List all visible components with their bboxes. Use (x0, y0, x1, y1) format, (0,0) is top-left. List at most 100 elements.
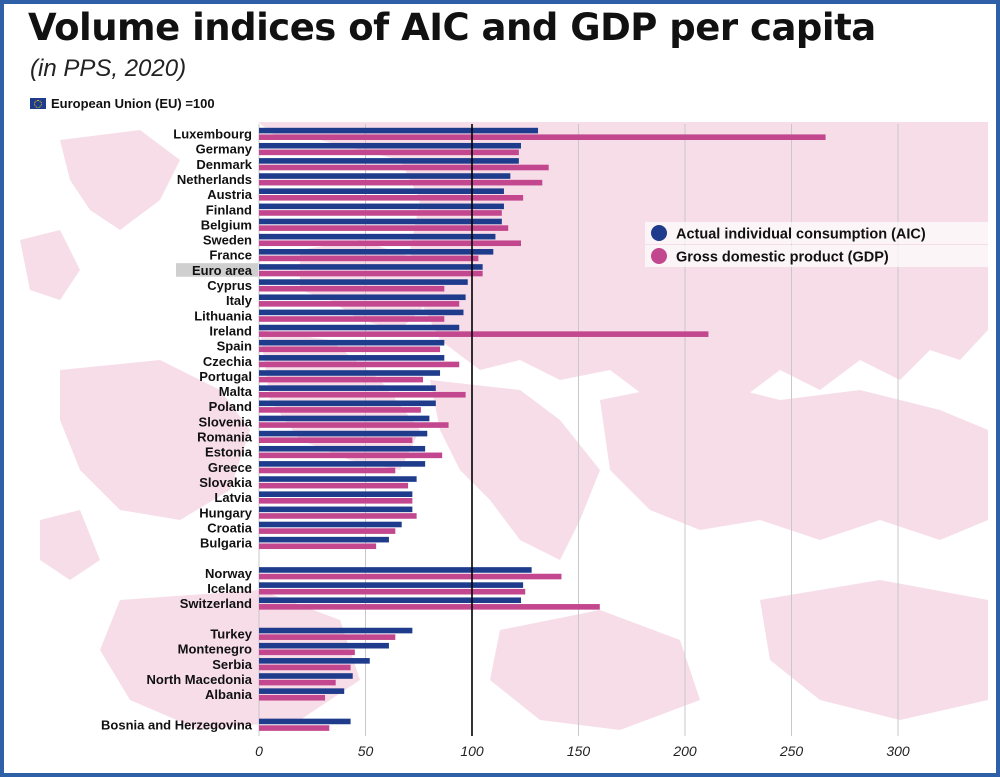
category-label: Iceland (207, 581, 252, 596)
bar-aic (259, 445, 426, 452)
bar-aic (259, 309, 464, 316)
x-axis-ticks: 0 50 100 150 200 250 300 (255, 743, 910, 759)
category-label: France (209, 248, 252, 263)
x-tick-label: 0 (255, 743, 263, 759)
bar-gdp (259, 164, 549, 171)
bar-gdp (259, 467, 396, 474)
map-shape (600, 380, 988, 540)
category-label: Luxembourg (173, 127, 252, 142)
bars (259, 127, 826, 731)
bar-gdp (259, 498, 413, 504)
bar-aic (259, 355, 445, 361)
eu-flag-icon (30, 98, 46, 109)
category-label: Bulgaria (200, 536, 253, 551)
category-label: Turkey (210, 626, 252, 641)
category-label: Austria (207, 187, 253, 202)
bar-aic (259, 370, 441, 376)
bar-aic (259, 506, 413, 513)
bar-gdp (259, 195, 524, 201)
category-label: Ireland (209, 323, 252, 338)
category-label: Switzerland (180, 596, 252, 611)
category-label: Spain (217, 339, 252, 354)
category-label: Greece (208, 460, 252, 475)
category-label: Croatia (207, 520, 253, 535)
bar-gdp (259, 573, 562, 580)
category-label: Norway (205, 566, 253, 581)
legend-label: Actual individual consumption (AIC) (676, 227, 926, 243)
bar-aic (259, 430, 428, 437)
bar-gdp (259, 391, 466, 398)
bar-gdp (259, 210, 502, 216)
bar-gdp (259, 225, 509, 231)
bar-gdp (259, 543, 377, 550)
bar-gdp (259, 301, 460, 307)
category-label: Albania (205, 687, 253, 702)
bar-aic (259, 688, 345, 694)
bar-aic (259, 233, 496, 240)
category-label: Slovakia (199, 475, 253, 490)
category-label: Slovenia (199, 414, 253, 429)
bar-gdp (259, 285, 445, 292)
category-label: Estonia (205, 445, 253, 460)
bar-aic (259, 127, 539, 134)
bar-gdp (259, 346, 441, 353)
bar-aic (259, 158, 519, 164)
eu-index-label: European Union (EU) =100 (51, 96, 215, 111)
bar-gdp (259, 664, 351, 671)
map-shape (760, 580, 988, 720)
legend-marker (651, 248, 667, 264)
bar-aic (259, 294, 466, 301)
bar-aic (259, 521, 402, 528)
bar-gdp (259, 255, 479, 262)
bar-aic (259, 188, 504, 194)
bar-aic (259, 491, 413, 497)
bar-gdp (259, 331, 709, 337)
map-shape (430, 380, 600, 560)
bar-aic (259, 642, 389, 649)
bar-aic (259, 218, 502, 225)
bar-gdp (259, 482, 409, 489)
bar-aic (259, 339, 445, 346)
bar-aic (259, 400, 436, 407)
category-highlight (176, 263, 258, 277)
category-label: North Macedonia (147, 672, 253, 687)
legend-background (645, 245, 988, 267)
category-label: Czechia (203, 354, 253, 369)
bar-aic (259, 249, 494, 255)
category-labels: LuxembourgGermanyDenmarkNetherlandsAustr… (101, 127, 253, 733)
bar-gdp (259, 179, 543, 186)
x-tick-label: 100 (460, 743, 484, 759)
bar-aic (259, 536, 389, 543)
bar-aic (259, 324, 460, 331)
bar-gdp (259, 649, 355, 656)
bar-aic (259, 461, 426, 467)
bar-aic (259, 582, 524, 588)
category-label: Bosnia and Herzegovina (101, 717, 253, 732)
bar-gdp (259, 694, 326, 701)
category-label: Euro area (192, 263, 253, 278)
bar-gdp (259, 316, 445, 322)
bar-gdp (259, 634, 396, 640)
bar-aic (259, 203, 504, 210)
legend-label: Gross domestic product (GDP) (676, 250, 889, 266)
bar-gdp (259, 452, 443, 459)
bar-gdp (259, 588, 526, 595)
bar-aic (259, 673, 353, 679)
category-label: Italy (226, 293, 253, 308)
category-label: Germany (196, 142, 253, 157)
x-tick-label: 50 (358, 743, 374, 759)
legend-marker (651, 225, 667, 241)
category-label: Montenegro (178, 642, 252, 657)
bar-aic (259, 264, 483, 270)
bar-aic (259, 627, 413, 634)
category-label: Hungary (199, 505, 253, 520)
bar-gdp (259, 376, 424, 383)
x-tick-label: 300 (886, 743, 910, 759)
category-label: Malta (219, 384, 253, 399)
map-shape (20, 230, 80, 300)
category-label: Netherlands (177, 172, 252, 187)
eu-index-note: European Union (EU) =100 (30, 96, 215, 111)
bar-gdp (259, 513, 417, 519)
bar-aic (259, 567, 532, 573)
